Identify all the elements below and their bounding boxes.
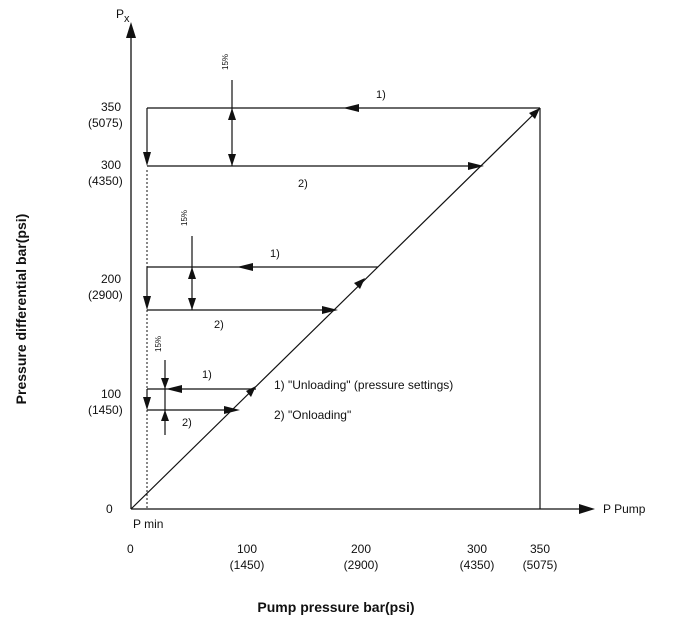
x-tick-350: 350 <box>530 542 550 556</box>
legend-item-unloading: 1) "Unloading" (pressure settings) <box>274 378 453 392</box>
x-tick-100: 100 <box>237 542 257 556</box>
y-tick-100: 100 <box>101 387 121 401</box>
cycle-1-onload-marker: 2) <box>298 178 308 190</box>
cycle-2-unload-arrow <box>237 263 253 271</box>
y-tick-200: 200 <box>101 272 121 286</box>
diagonal-line <box>130 107 541 510</box>
y-tick-350-psi: (5075) <box>88 116 123 130</box>
cycle-3-percent: 15% <box>154 336 163 352</box>
cycle-1-band-arrow-up <box>228 108 236 120</box>
x-tick-350-psi: (5075) <box>523 558 558 572</box>
y-tick-300-psi: (4350) <box>88 174 123 188</box>
legend-item-onloading: 2) "Onloading" <box>274 408 351 422</box>
cycle-3-unload-marker: 1) <box>202 369 212 381</box>
x-tick-200: 200 <box>351 542 371 556</box>
diagonal-arrow-3 <box>529 108 540 119</box>
cycle-3-onload-marker: 2) <box>182 417 192 429</box>
y-tick-350: 350 <box>101 100 121 114</box>
y-tick-0: 0 <box>106 502 113 516</box>
p-min-label: P min <box>133 517 163 531</box>
cycle-2-onload-marker: 2) <box>214 319 224 331</box>
cycle-3-onload-arrow <box>224 406 240 414</box>
x-tick-300: 300 <box>467 542 487 556</box>
cycle-2-percent: 15% <box>180 210 189 226</box>
y-tick-300: 300 <box>101 158 121 172</box>
x-axis-end-label: P Pump <box>603 502 646 516</box>
cycle-3-band-arrow-up <box>161 378 169 389</box>
cycle-3-unload-arrow <box>166 385 182 393</box>
x-axis-title: Pump pressure bar(psi) <box>257 599 414 615</box>
cycle-1-band-arrow-down <box>228 154 236 166</box>
y-tick-200-psi: (2900) <box>88 288 123 302</box>
cycle-2-band-arrow-down <box>188 298 196 310</box>
cycle-2-onload-arrow <box>322 306 338 314</box>
y-tick-100-psi: (1450) <box>88 403 123 417</box>
cycle-2-unload-marker: 1) <box>270 248 280 260</box>
y-axis-symbol-subscript: x <box>124 13 130 25</box>
cycle-3-band-arrow-down <box>161 410 169 421</box>
x-tick-100-psi: (1450) <box>230 558 265 572</box>
cycle-2-drop-arrow <box>143 296 151 310</box>
x-axis-arrowhead <box>579 504 595 514</box>
cycle-350-unload-arrow <box>343 104 359 112</box>
cycle-1-unload-marker: 1) <box>376 89 386 101</box>
x-tick-0: 0 <box>127 542 134 556</box>
x-tick-200-psi: (2900) <box>344 558 379 572</box>
y-axis-symbol: P <box>116 7 124 21</box>
cycle-2-band-arrow-up <box>188 267 196 279</box>
cycle-3-drop-arrow <box>143 397 151 410</box>
x-tick-300-psi: (4350) <box>460 558 495 572</box>
y-axis-title: Pressure differential bar(psi) <box>13 214 29 405</box>
cycle-300-onload-arrow <box>468 162 484 170</box>
cycle-1-percent: 15% <box>221 54 230 70</box>
y-axis-arrowhead <box>126 22 136 38</box>
cycle-350-drop-arrow <box>143 152 151 166</box>
diagonal-arrow-2 <box>354 278 365 289</box>
